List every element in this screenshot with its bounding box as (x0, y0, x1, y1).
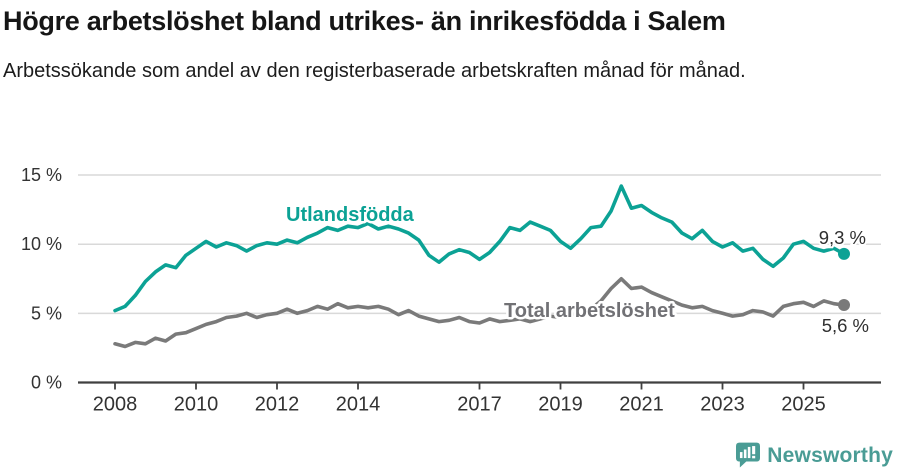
x-axis-tick-label: 2012 (255, 394, 300, 416)
series-inline-label: Total arbetslöshet (504, 300, 675, 322)
x-axis-tick-label: 2017 (457, 394, 502, 416)
y-axis-tick-label: 15 % (21, 165, 62, 185)
series-end-value-label: 5,6 % (822, 315, 869, 336)
brand-logo: Newsworthy (736, 442, 893, 469)
series-inline-label: Utlandsfödda (286, 204, 415, 226)
series-line (113, 277, 846, 349)
brand-name: Newsworthy (767, 443, 893, 467)
x-axis-tick-label: 2014 (336, 394, 381, 416)
y-axis-tick-label: 0 % (31, 373, 62, 393)
series-line (113, 184, 846, 313)
chart-subtitle: Arbetssökande som andel av den registerb… (3, 60, 746, 83)
chart-header: Högre arbetslöshet bland utrikes- än inr… (3, 6, 863, 85)
chart-title: Högre arbetslöshet bland utrikes- än inr… (3, 6, 726, 36)
series-end-dot (838, 247, 850, 260)
x-axis-tick-label: 2008 (93, 394, 138, 416)
x-axis-tick-label: 2021 (619, 394, 664, 416)
x-axis-tick-label: 2025 (781, 394, 826, 416)
x-axis-tick-label: 2019 (538, 394, 583, 416)
series-end-dot (838, 299, 850, 312)
newsworthy-logo-icon (736, 442, 761, 468)
series-end-value-label: 9,3 % (819, 227, 866, 248)
line-chart-canvas: 0 % 5 % 10 % 15 % 2008 2010 2012 2014 2017 2019 20… (21, 165, 881, 416)
y-axis-tick-label: 10 % (21, 234, 62, 254)
x-axis-tick-label: 2010 (174, 394, 219, 416)
y-axis-tick-label: 5 % (31, 303, 62, 323)
x-axis-tick-label: 2023 (700, 394, 745, 416)
